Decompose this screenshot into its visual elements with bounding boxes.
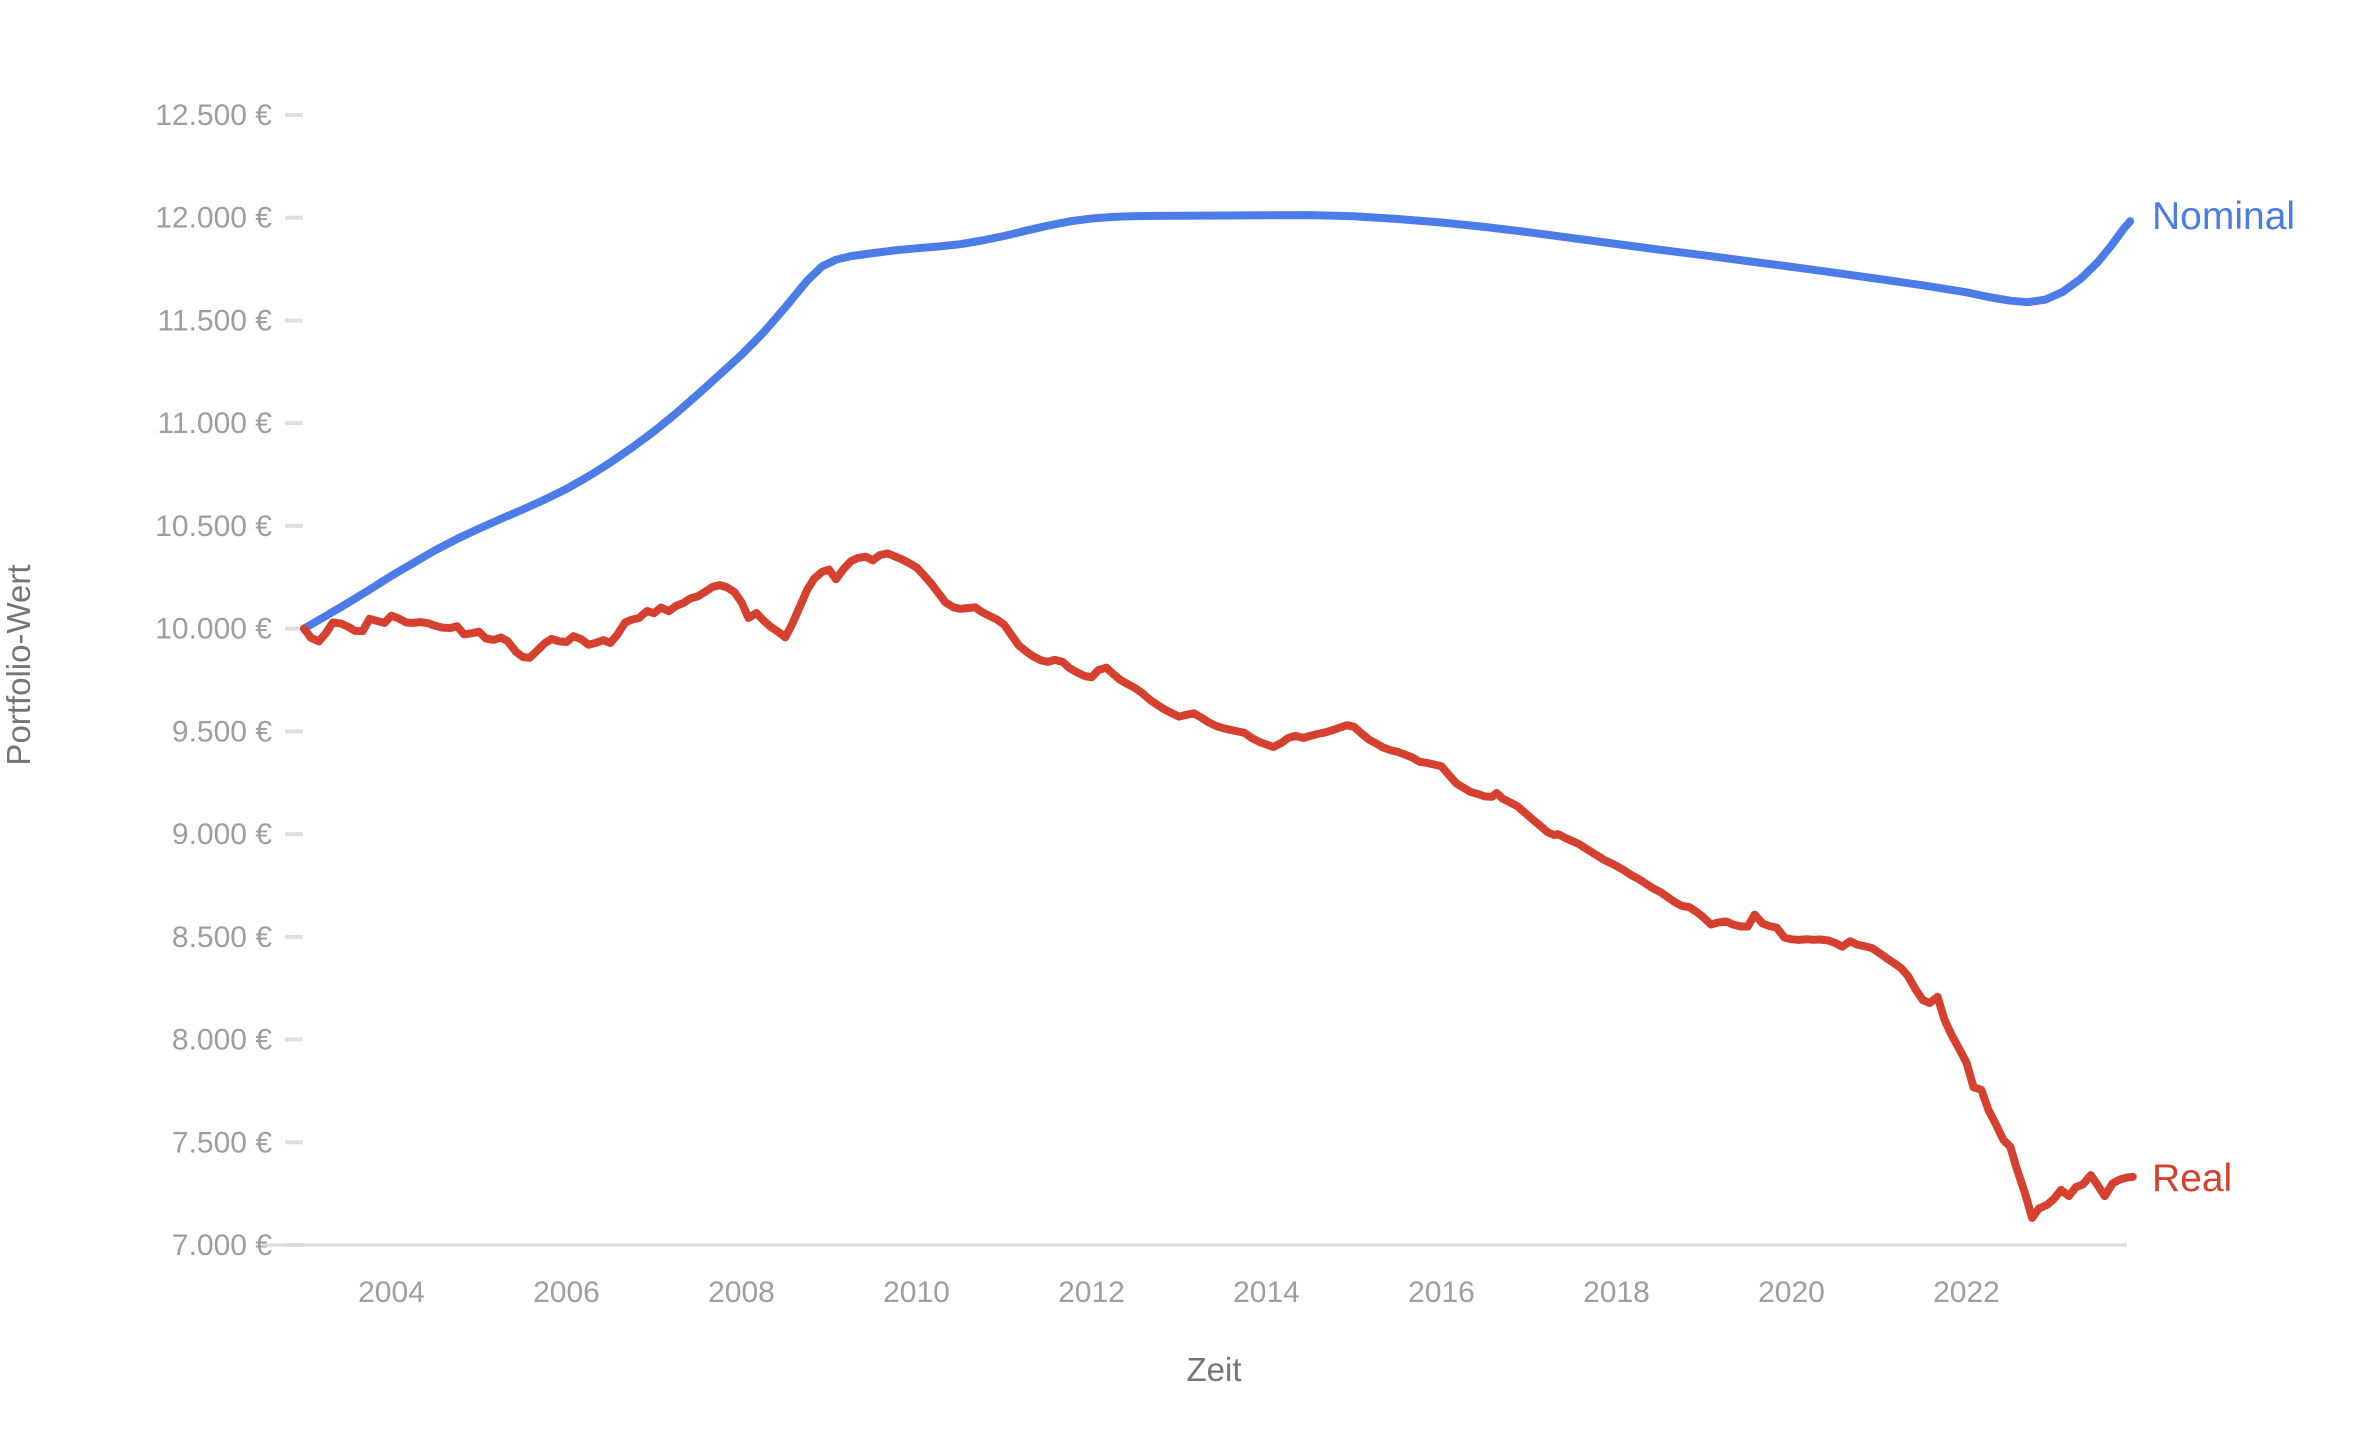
y-axis-title: Portfolio-Wert [0,564,37,765]
y-tick-label: 10.500 € [155,510,272,543]
real-line [300,549,2137,1222]
y-tick-label: 12.500 € [155,99,272,132]
real-series-label: Real [2152,1157,2232,1200]
x-tick-label: 2014 [1233,1276,1300,1309]
x-tick-label: 2010 [883,1276,950,1309]
x-tick-label: 2018 [1583,1276,1650,1309]
y-tick-label: 7.500 € [172,1126,272,1159]
y-tick-label: 8.500 € [172,921,272,954]
series-lines [300,211,2137,1222]
y-tick-label: 7.000 € [172,1229,272,1262]
x-axis-title: Zeit [1186,1351,1241,1388]
x-tick-label: 2016 [1408,1276,1475,1309]
x-tick-label: 2012 [1058,1276,1125,1309]
x-tick-label: 2004 [358,1276,425,1309]
y-tick-label: 12.000 € [155,202,272,235]
y-axis-ticks: 12.500 € 12.000 € 11.500 € 11.000 € 10.500 €… [155,99,303,1262]
y-tick-label: 9.000 € [172,818,272,851]
nominal-line [300,211,2135,633]
y-tick-label: 10.000 € [155,613,272,646]
x-tick-label: 2022 [1933,1276,2000,1309]
nominal-series-label: Nominal [2152,195,2295,238]
x-axis-tick-labels: 2004 2006 2008 2010 2012 2014 2016 2018 2020 2022 [358,1276,2000,1309]
x-tick-label: 2006 [533,1276,600,1309]
y-tick-label: 9.500 € [172,715,272,748]
y-tick-label: 11.000 € [157,407,272,440]
y-tick-label: 8.000 € [172,1024,272,1057]
y-tick-label: 11.500 € [157,304,272,337]
x-tick-label: 2020 [1758,1276,1825,1309]
x-tick-label: 2008 [708,1276,775,1309]
